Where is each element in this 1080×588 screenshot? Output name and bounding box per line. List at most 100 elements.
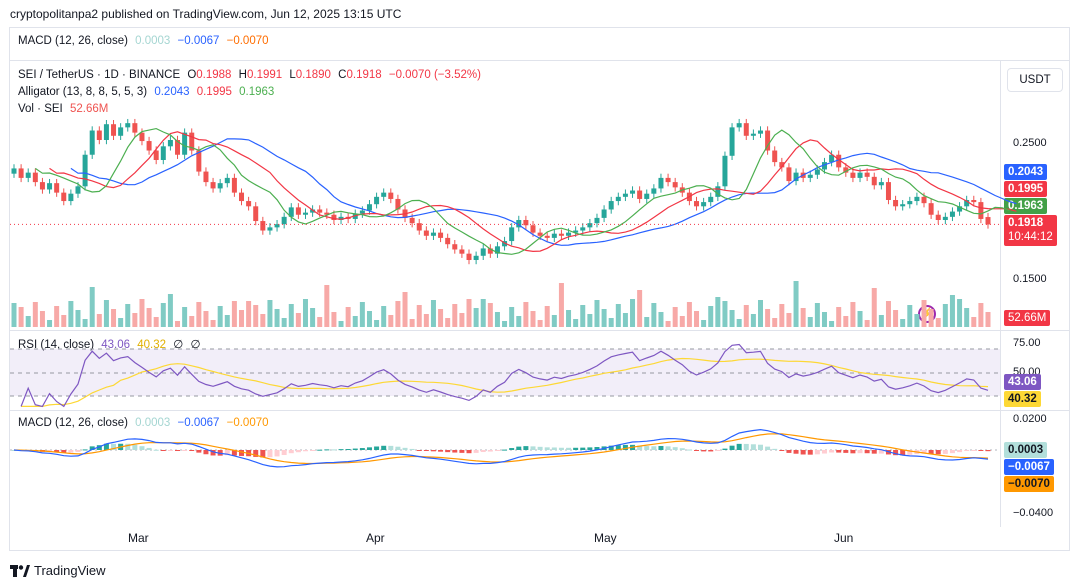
volume-bar: [302, 299, 308, 327]
volume-legend[interactable]: Vol · SEI 52.66M: [18, 103, 112, 115]
macd-histogram-bar: [160, 450, 166, 451]
macd-histogram-bar: [224, 450, 230, 456]
volume-bar: [416, 305, 422, 327]
macd-histogram-bar: [196, 450, 202, 453]
volume-bar: [430, 300, 436, 327]
alligator-legend[interactable]: Alligator (13, 8, 8, 5, 5, 3) 0.2043 0.1…: [18, 86, 278, 98]
macd-histogram-bar: [231, 450, 237, 456]
macd-tick-1: −0.0400: [1013, 507, 1054, 519]
macd-histogram-bar: [857, 450, 863, 454]
last-price-tag: 0.1918 10:44:12: [1004, 215, 1057, 246]
price-tick-1: 0.1500: [1013, 273, 1047, 285]
rsi-value: 43.06: [101, 339, 131, 351]
candle-body: [672, 182, 678, 188]
volume-bar: [331, 312, 337, 327]
currency-button[interactable]: USDT: [1007, 68, 1063, 92]
volume-bar: [359, 302, 365, 327]
candle-body: [900, 204, 906, 207]
candle-body: [509, 227, 515, 242]
macd-histogram-bar: [900, 450, 906, 456]
candle-body: [68, 193, 74, 202]
volume-bar: [125, 304, 131, 327]
macd-histogram-bar: [622, 444, 628, 450]
candle-body: [310, 209, 316, 213]
macd-histogram-bar: [594, 447, 600, 450]
volume-bar: [253, 305, 259, 327]
macd-histogram-bar: [558, 447, 564, 450]
macd-histogram-bar: [615, 445, 621, 450]
macd-histogram-bar: [466, 450, 472, 454]
tradingview-brand[interactable]: TradingView: [10, 563, 106, 578]
alligator-teeth-line: [49, 131, 1017, 253]
candle-body: [928, 203, 934, 215]
macd-histogram-bar: [928, 450, 934, 454]
macd-histogram-bar: [722, 448, 728, 450]
macd-histogram-bar: [416, 450, 422, 451]
volume-bar: [146, 308, 152, 327]
macd-histogram-bar: [942, 450, 948, 454]
macd-legend[interactable]: MACD (12, 26, close) 0.0003 −0.0067 −0.0…: [18, 417, 273, 429]
volume-bar: [217, 306, 223, 327]
candle-body: [96, 130, 102, 140]
candle-body: [374, 196, 380, 205]
candle-body: [871, 176, 877, 186]
bar-countdown: 10:44:12: [1008, 231, 1053, 243]
volume-bar: [103, 300, 109, 327]
rsi-legend[interactable]: RSI (14, close) 43.06 40.32 ∅ ∅: [18, 337, 205, 351]
volume-bar: [89, 287, 95, 327]
macd-histogram-bar: [473, 450, 479, 453]
volume-bar: [971, 317, 977, 327]
volume-bar: [324, 285, 330, 327]
volume-bar: [295, 313, 301, 327]
macd-line-tag: −0.0067: [1004, 459, 1054, 475]
macd-histogram-bar: [793, 450, 799, 454]
symbol-legend[interactable]: SEI / TetherUS · 1D · BINANCE O0.1988 H0…: [18, 69, 485, 81]
candle-body: [438, 232, 444, 238]
top-macd-legend[interactable]: MACD (12, 26, close) 0.0003 −0.0067 −0.0…: [18, 35, 273, 47]
macd-histogram-bar: [807, 450, 813, 455]
macd-histogram-bar: [836, 450, 842, 453]
candle-body: [978, 202, 984, 219]
candle-body: [253, 206, 259, 222]
x-tick-may: May: [594, 531, 617, 545]
candle-body: [182, 132, 188, 155]
candle-body: [516, 220, 522, 228]
macd-histogram-bar: [494, 450, 500, 451]
macd-histogram-bar: [871, 450, 877, 454]
candle-body: [608, 201, 614, 210]
alligator-label: Alligator (13, 8, 8, 5, 5, 3): [18, 86, 148, 98]
candle-body: [146, 141, 152, 151]
x-tick-mar: Mar: [128, 531, 149, 545]
macd-histogram-bar: [423, 450, 429, 452]
volume-bar: [438, 309, 444, 327]
volume-bar: [466, 299, 472, 327]
volume-bar: [11, 303, 17, 327]
volume-bar: [864, 320, 870, 327]
macd-histogram-bar: [544, 447, 550, 450]
volume-bar: [914, 314, 920, 327]
volume-bar: [900, 319, 906, 327]
macd-histogram-bar: [452, 450, 458, 453]
volume-bar: [402, 292, 408, 327]
candle-body: [544, 235, 550, 238]
volume-bar: [352, 316, 358, 327]
candle-body: [551, 233, 557, 238]
volume-bar: [672, 307, 678, 327]
candle-body: [196, 150, 202, 172]
volume-bar: [772, 318, 778, 327]
macd-histogram-bar: [821, 450, 827, 454]
volume-tag: 52.66M: [1004, 310, 1051, 326]
macd-histogram-bar: [729, 445, 735, 450]
macd-histogram-bar: [430, 450, 436, 452]
volume-bar: [274, 309, 280, 327]
rsi-empty-1: ∅: [173, 339, 184, 351]
macd-label: MACD (12, 26, close): [18, 417, 128, 429]
macd-histogram-bar: [537, 446, 543, 450]
volume-bar: [985, 312, 991, 327]
volume-bar: [964, 308, 970, 327]
top-macd-hist: 0.0003: [135, 35, 171, 47]
volume-bar: [530, 311, 536, 327]
candle-body: [957, 206, 963, 212]
macd-histogram-bar: [54, 450, 60, 453]
